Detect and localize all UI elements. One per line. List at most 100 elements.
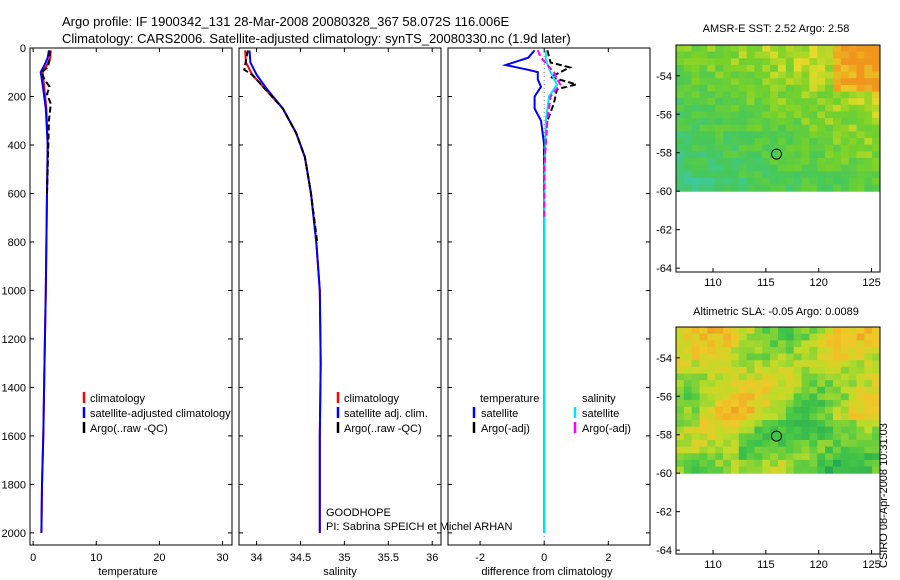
heatmap-cell	[872, 426, 881, 434]
heatmap-cell	[770, 157, 779, 166]
y-tick-label: -60	[656, 186, 672, 198]
heatmap-cell	[715, 400, 724, 408]
y-tick-label: 1800	[2, 479, 26, 491]
heatmap-cell	[832, 433, 842, 441]
heatmap-cell	[770, 98, 779, 106]
heatmap-cell	[872, 71, 881, 79]
heatmap-cell	[762, 459, 771, 468]
legend-temperature-heading: temperature	[480, 393, 539, 405]
heatmap-cell	[801, 353, 810, 361]
heatmap-cell	[825, 58, 834, 66]
heatmap-cell	[856, 380, 865, 388]
heatmap-cell	[676, 91, 685, 99]
heatmap-cell	[683, 380, 693, 388]
heatmap-cell	[746, 171, 755, 179]
heatmap-cell	[715, 64, 724, 73]
heatmap-cell	[848, 353, 857, 361]
heatmap-cell	[864, 45, 873, 53]
heatmap-cell	[817, 171, 826, 179]
difference-axes	[447, 47, 651, 546]
heatmap-cell	[872, 433, 881, 441]
heatmap-cell	[848, 413, 857, 421]
x-tick-label: 120	[810, 277, 828, 289]
heatmap-cell	[856, 386, 865, 394]
sst-map-title: AMSR-E SST: 2.52 Argo: 2.58	[703, 23, 850, 35]
heatmap-cell	[738, 91, 748, 99]
heatmap-cell	[817, 439, 826, 448]
heatmap-cell	[785, 111, 795, 119]
heatmap-cell	[730, 466, 740, 474]
heatmap-cell	[856, 420, 865, 428]
legend-climatology: climatology	[90, 393, 146, 405]
heatmap-cell	[785, 380, 795, 388]
heatmap-cell	[738, 118, 748, 126]
heatmap-cell	[754, 118, 763, 126]
heatmap-cell	[676, 177, 685, 186]
heatmap-cell	[817, 413, 826, 421]
heatmap-cell	[832, 420, 842, 428]
y-tick-label: 400	[8, 140, 26, 152]
heatmap-cell	[801, 459, 810, 468]
heatmap-cell	[730, 453, 740, 461]
heatmap-cell	[738, 420, 748, 428]
heatmap-cell	[754, 327, 763, 335]
heatmap-cell	[872, 177, 881, 186]
heatmap-cell	[840, 459, 850, 468]
heatmap-cell	[848, 400, 857, 408]
heatmap-cell	[778, 78, 787, 86]
heatmap-cell	[778, 124, 787, 132]
heatmap-cell	[785, 346, 795, 355]
heatmap-cell	[676, 51, 685, 59]
heatmap-cell	[699, 131, 708, 139]
heatmap-cell	[864, 144, 873, 152]
heatmap-cell	[691, 386, 701, 394]
heatmap-cell	[699, 426, 708, 434]
heatmap-cell	[872, 333, 881, 341]
heatmap-cell	[825, 380, 834, 388]
heatmap-cell	[770, 439, 779, 448]
heatmap-cell	[848, 64, 857, 73]
heatmap-cell	[691, 439, 701, 448]
heatmap-cell	[817, 466, 826, 474]
heatmap-cell	[707, 78, 716, 86]
heatmap-cell	[715, 98, 724, 106]
heatmap-cell	[676, 171, 685, 179]
heatmap-cell	[770, 45, 779, 53]
heatmap-cell	[723, 171, 732, 179]
heatmap-cell	[746, 131, 755, 139]
heatmap-cell	[872, 144, 881, 152]
heatmap-cell	[730, 439, 740, 448]
heatmap-cell	[840, 78, 850, 86]
heatmap-cell	[801, 420, 810, 428]
heatmap-cell	[809, 393, 818, 401]
heatmap-cell	[683, 340, 693, 348]
heatmap-cell	[872, 138, 881, 146]
heatmap-cell	[754, 353, 763, 361]
heatmap-cell	[707, 118, 716, 126]
heatmap-cell	[785, 366, 795, 375]
heatmap-cell	[730, 366, 740, 375]
heatmap-cell	[762, 131, 771, 139]
heatmap-cell	[762, 433, 771, 441]
heatmap-cell	[699, 453, 708, 461]
y-tick-label: 200	[8, 91, 26, 103]
salinity-legend: climatology satellite adj. clim. Argo(..…	[326, 392, 513, 533]
heatmap-cell	[691, 64, 701, 73]
sla-map-title: Altimetric SLA: -0.05 Argo: 0.0089	[693, 306, 859, 318]
heatmap-cell	[856, 45, 865, 53]
heatmap-cell	[699, 353, 708, 361]
heatmap-cell	[840, 64, 850, 73]
heatmap-cell	[770, 104, 779, 112]
heatmap-cell	[778, 366, 787, 375]
heatmap-cell	[723, 453, 732, 461]
heatmap-cell	[825, 466, 834, 474]
heatmap-cell	[840, 426, 850, 434]
heatmap-cell	[801, 84, 810, 93]
heatmap-cell	[864, 453, 873, 461]
heatmap-cell	[683, 78, 693, 86]
y-tick-label: 2000	[2, 528, 26, 540]
series-line-argo-raw-qc-	[40, 50, 52, 194]
heatmap-cell	[746, 45, 755, 53]
heatmap-cell	[746, 157, 755, 166]
heatmap-cell	[817, 98, 826, 106]
